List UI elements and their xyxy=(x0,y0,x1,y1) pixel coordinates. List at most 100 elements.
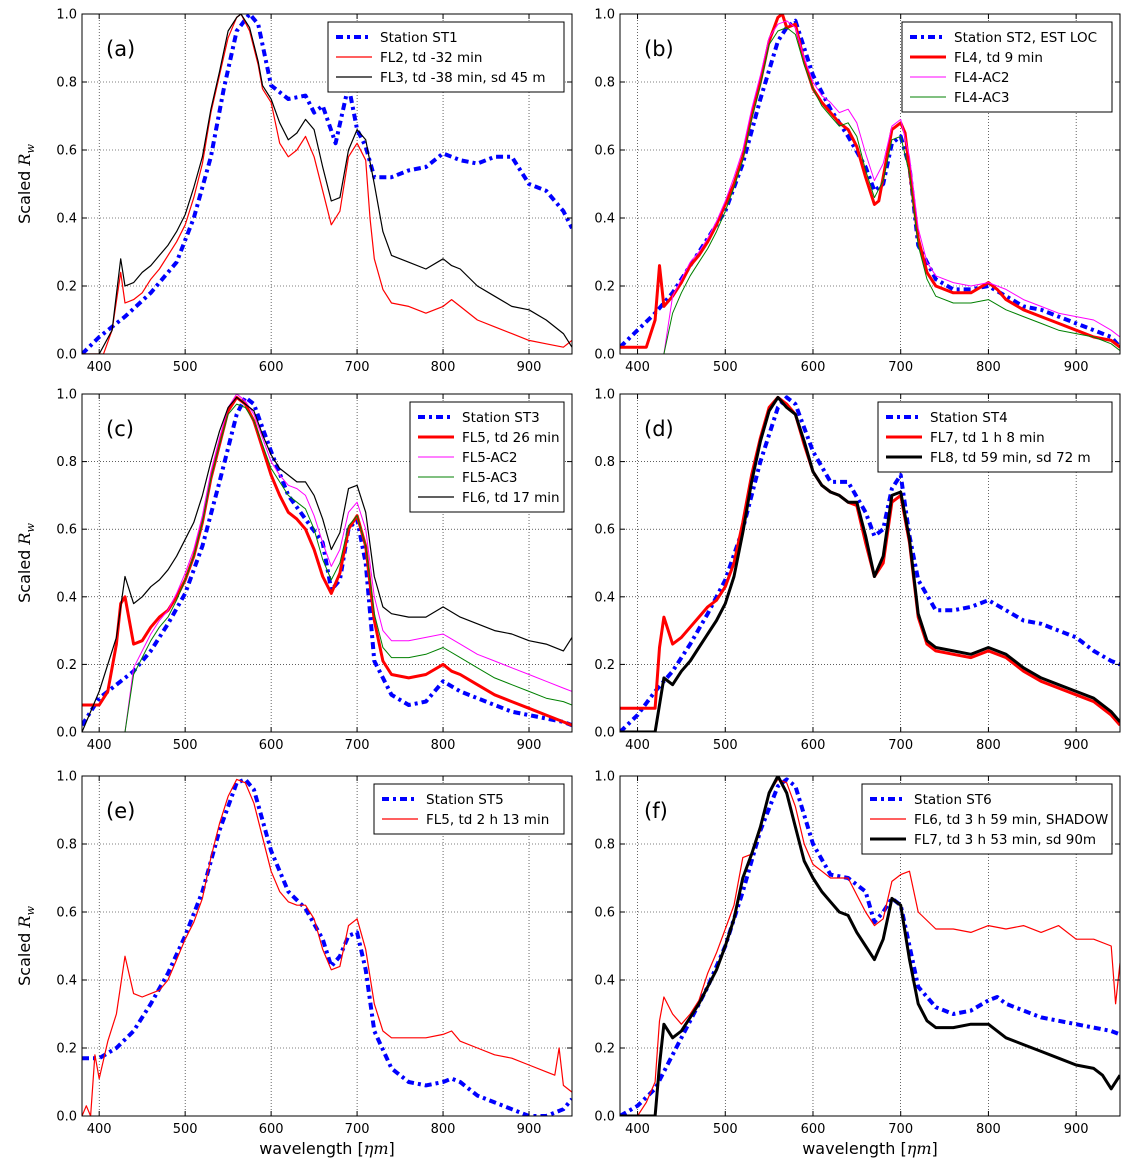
legend-entry: FL6, td 17 min xyxy=(462,490,560,506)
x-tick-label: 400 xyxy=(625,738,650,753)
x-tick-label: 500 xyxy=(713,738,738,753)
y-tick-label: 0.4 xyxy=(594,974,615,989)
panel-label: (d) xyxy=(644,417,674,441)
panel-label: (a) xyxy=(106,37,135,61)
y-tick-label: 0.8 xyxy=(594,455,615,470)
y-tick-label: 0.0 xyxy=(56,726,77,741)
legend-entry: FL2, td -32 min xyxy=(380,50,482,66)
panel-b: 400 500 600 700 800 900 0.0 0.2 0.4 0.6 0.8 1.0 (b) S… xyxy=(594,8,1121,375)
legend-entry: FL6, td 3 h 59 min, SHADOW xyxy=(914,812,1108,828)
y-tick-label: 0.4 xyxy=(56,590,77,605)
series-line-2 xyxy=(620,778,1120,1116)
x-tick-label: 900 xyxy=(517,738,542,753)
x-tick-label: 600 xyxy=(801,1122,826,1137)
y-tick-label: 0.2 xyxy=(56,280,77,295)
series-line-1 xyxy=(620,777,1120,1116)
y-tick-label: 0.8 xyxy=(594,76,615,91)
x-tick-label: 800 xyxy=(976,738,1001,753)
panel-label: (f) xyxy=(644,799,668,823)
panel-e: 400 500 600 700 800 900 0.0 0.2 0.4 0.6 0.8 1.0 (e) S… xyxy=(15,770,573,1158)
x-tick-label: 900 xyxy=(1064,738,1089,753)
legend-entry: Station ST3 xyxy=(462,410,540,426)
y-tick-label: 0.2 xyxy=(594,1042,615,1057)
series-line-3 xyxy=(620,20,1120,354)
x-tick-label: 400 xyxy=(87,1122,112,1137)
y-axis-label: Scaled Rw xyxy=(15,144,37,224)
y-axis-label: Scaled Rw xyxy=(15,523,37,603)
legend: Station ST1 FL2, td -32 min FL3, td -38 mi… xyxy=(327,21,565,93)
x-tick-label: 900 xyxy=(1064,360,1089,375)
series-line-3 xyxy=(82,394,572,732)
legend: Station ST6 FL6, td 3 h 59 min, SHADOW FL7… xyxy=(861,783,1113,855)
x-tick-label: 500 xyxy=(713,360,738,375)
x-tick-label: 700 xyxy=(345,738,370,753)
y-tick-label: 1.0 xyxy=(594,388,615,403)
y-tick-label: 0.8 xyxy=(56,455,77,470)
legend-entry: FL4, td 9 min xyxy=(954,50,1043,66)
panel-label: (c) xyxy=(106,417,134,441)
legend: Station ST2, EST LOC FL4, td 9 min FL4-AC2… xyxy=(901,21,1113,113)
x-tick-label: 700 xyxy=(345,360,370,375)
x-tick-label: 700 xyxy=(888,738,913,753)
x-axis-label: wavelength [ηm] xyxy=(259,1139,395,1158)
y-tick-label: 0.2 xyxy=(594,658,615,673)
y-tick-label: 1.0 xyxy=(594,770,615,785)
plot-frame xyxy=(81,393,573,733)
legend-entry: FL5-AC2 xyxy=(462,450,517,466)
x-tick-label: 700 xyxy=(888,1122,913,1137)
y-tick-label: 0.0 xyxy=(594,726,615,741)
series-line-2 xyxy=(82,14,572,354)
y-tick-label: 0.4 xyxy=(56,974,77,989)
x-tick-label: 500 xyxy=(173,360,198,375)
series-line-1 xyxy=(620,395,1120,732)
series-line-4 xyxy=(82,403,572,732)
plot-frame xyxy=(619,775,1121,1117)
legend-entry: FL4-AC2 xyxy=(954,70,1009,86)
series-line-5 xyxy=(82,396,572,732)
legend-entry: Station ST2, EST LOC xyxy=(954,30,1097,46)
y-tick-label: 0.0 xyxy=(56,1110,77,1125)
plot-frame xyxy=(619,13,1121,355)
legend-entry: FL3, td -38 min, sd 45 m xyxy=(380,70,546,86)
series-line-1 xyxy=(82,14,572,354)
panel-label: (e) xyxy=(106,799,135,823)
legend-box xyxy=(373,783,565,835)
y-axis-label: Scaled Rw xyxy=(15,906,37,986)
x-tick-label: 400 xyxy=(87,738,112,753)
legend: Station ST3 FL5, td 26 min FL5-AC2 FL5-AC3 F… xyxy=(409,401,565,513)
x-tick-label: 800 xyxy=(976,1122,1001,1137)
series-line-2 xyxy=(82,395,572,727)
plot-frame xyxy=(81,13,573,355)
x-tick-label: 500 xyxy=(713,1122,738,1137)
y-tick-label: 0.0 xyxy=(594,1110,615,1125)
x-tick-label: 400 xyxy=(625,360,650,375)
series-line-2 xyxy=(82,778,572,1116)
series-line-2 xyxy=(620,14,1120,349)
x-tick-label: 500 xyxy=(173,1122,198,1137)
legend-entry: Station ST6 xyxy=(914,792,992,808)
y-tick-label: 0.0 xyxy=(56,348,77,363)
y-tick-label: 1.0 xyxy=(594,8,615,23)
series-line-3 xyxy=(82,14,572,354)
x-tick-label: 600 xyxy=(801,738,826,753)
x-tick-label: 800 xyxy=(431,1122,456,1137)
x-tick-label: 700 xyxy=(345,1122,370,1137)
legend-entry: FL5, td 2 h 13 min xyxy=(426,812,549,828)
panel-label: (b) xyxy=(644,37,674,61)
y-tick-label: 0.6 xyxy=(56,906,77,921)
x-tick-label: 600 xyxy=(801,360,826,375)
x-tick-label: 800 xyxy=(976,360,1001,375)
x-tick-label: 900 xyxy=(517,360,542,375)
x-tick-label: 900 xyxy=(1064,1122,1089,1137)
legend-entry: FL8, td 59 min, sd 72 m xyxy=(930,450,1091,466)
y-tick-label: 0.6 xyxy=(594,523,615,538)
legend-entry: Station ST5 xyxy=(426,792,504,808)
x-tick-label: 600 xyxy=(259,360,284,375)
panel-d: 400 500 600 700 800 900 0.0 0.2 0.4 0.6 0.8 1.0 (d) S… xyxy=(594,388,1121,753)
series-line-3 xyxy=(620,776,1120,1116)
x-tick-label: 800 xyxy=(431,738,456,753)
x-tick-label: 800 xyxy=(431,360,456,375)
x-tick-label: 500 xyxy=(173,738,198,753)
series-line-3 xyxy=(620,395,1120,732)
